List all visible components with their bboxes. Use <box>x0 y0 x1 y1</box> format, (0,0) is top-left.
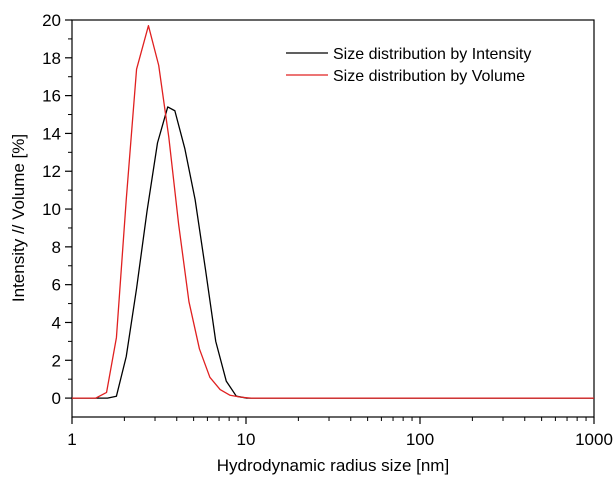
y-tick-label: 10 <box>42 200 61 219</box>
series-lines <box>72 25 594 399</box>
x-tick-label: 10 <box>237 430 256 449</box>
y-tick-label: 12 <box>42 162 61 181</box>
y-tick-label: 0 <box>52 389 61 408</box>
axis-ticks <box>65 19 595 424</box>
legend-label-volume: Size distribution by Volume <box>333 68 525 85</box>
y-tick-label: 20 <box>42 11 61 30</box>
y-tick-labels: 0 2 4 6 8 10 12 14 16 18 20 <box>42 11 61 408</box>
x-tick-labels: 1 10 100 1000 <box>67 430 613 449</box>
legend-label-intensity: Size distribution by Intensity <box>333 46 531 63</box>
y-tick-label: 2 <box>52 351 61 370</box>
y-axis-title: Intensity // Volume [%] <box>9 134 28 302</box>
y-tick-label: 18 <box>42 49 61 68</box>
x-tick-label: 1000 <box>575 430 613 449</box>
x-tick-label: 100 <box>406 430 434 449</box>
y-tick-label: 6 <box>52 276 61 295</box>
plot-area <box>71 19 595 418</box>
y-tick-label: 14 <box>42 124 61 143</box>
x-axis-title: Hydrodynamic radius size [nm] <box>217 456 449 475</box>
y-tick-label: 4 <box>52 313 61 332</box>
series-line-volume <box>72 25 594 399</box>
series-line-intensity <box>72 106 594 399</box>
y-tick-label: 16 <box>42 87 61 106</box>
x-tick-label: 1 <box>67 430 76 449</box>
y-tick-label: 8 <box>52 238 61 257</box>
legend: Size distribution by Intensity Size dist… <box>286 46 531 85</box>
